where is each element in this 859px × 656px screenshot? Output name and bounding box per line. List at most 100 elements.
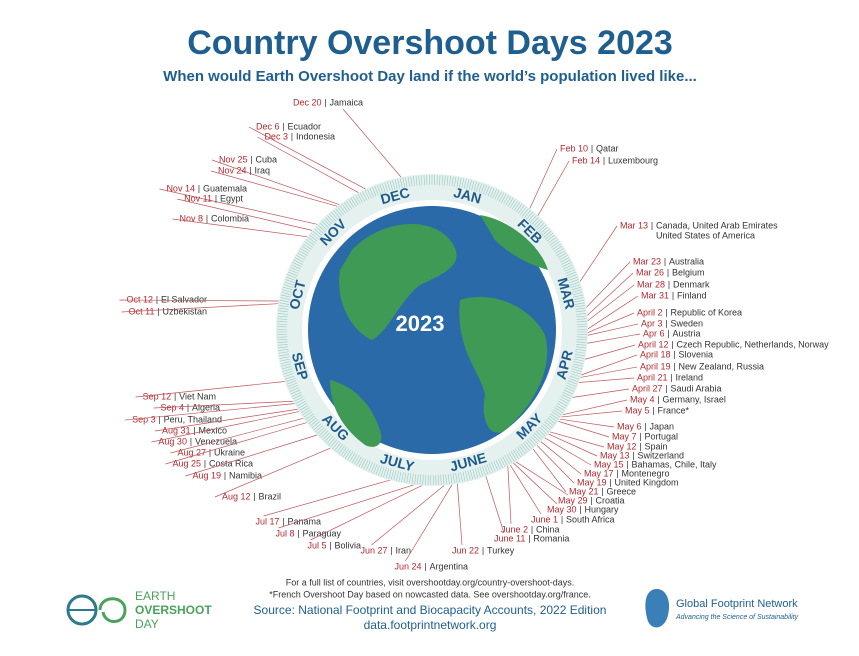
day-tick (540, 425, 549, 433)
day-tick (468, 180, 472, 190)
entry-countries: Brazil (258, 491, 281, 501)
entry: Ukraine Aug 27 (170, 417, 304, 457)
day-tick (376, 184, 381, 195)
entry-countries: Republic of Korea (671, 307, 743, 317)
day-tick (568, 276, 578, 281)
entry: Iraq Nov 24 (210, 165, 338, 207)
leader-line (135, 381, 285, 398)
day-tick (289, 387, 300, 392)
entry: Colombia Nov 8 (172, 213, 308, 238)
day-tick (337, 206, 345, 216)
day-tick (511, 200, 518, 210)
entry-date: May 30 (547, 504, 577, 514)
day-tick (342, 448, 350, 458)
day-tick (277, 344, 288, 346)
day-tick (277, 339, 288, 341)
entry-countries: Bolivia (334, 540, 361, 550)
day-tick (398, 471, 402, 482)
day-tick (293, 394, 303, 400)
day-tick (569, 279, 579, 284)
day-tick (449, 176, 451, 187)
leader-line (172, 218, 308, 238)
day-tick (364, 190, 370, 200)
entry-date: May 21 (569, 486, 599, 496)
day-tick (288, 271, 298, 277)
day-tick (277, 321, 288, 323)
day-tick (558, 400, 568, 407)
entry: Uzbekistan Oct 11 (121, 303, 279, 316)
entry-countries: Argentina (429, 561, 468, 571)
day-tick (347, 451, 354, 461)
entry-date: Dec 6 (256, 121, 280, 131)
day-tick (282, 368, 293, 372)
day-tick (278, 305, 289, 308)
day-tick (487, 186, 493, 197)
day-tick (442, 474, 445, 485)
leader-line (536, 445, 575, 484)
entry-countries: Colombia (211, 213, 249, 223)
day-tick (362, 191, 368, 201)
day-tick (354, 455, 360, 465)
leader-line (457, 483, 463, 546)
day-tick (283, 370, 294, 375)
day-tick (488, 463, 494, 473)
day-tick (471, 180, 475, 191)
day-tick (563, 389, 574, 395)
entry-countries: Turkey (487, 545, 515, 555)
day-tick (410, 176, 413, 187)
entry: Egypt Nov 11 (177, 193, 313, 231)
entry: Namibia Aug 19 (185, 434, 317, 480)
day-tick (373, 464, 378, 474)
day-tick (441, 175, 443, 186)
leader-line (550, 431, 605, 448)
leader-line (587, 284, 635, 322)
entry-countries: Ecuador (287, 121, 321, 131)
day-tick (392, 180, 396, 190)
leader-line (177, 198, 313, 231)
day-tick (361, 458, 367, 469)
day-tick (409, 473, 412, 484)
day-tick (335, 208, 343, 217)
entry-date: Jul 8 (275, 528, 294, 538)
day-tick (528, 437, 536, 446)
entry-date: Oct 11 (129, 306, 155, 316)
day-tick (516, 447, 524, 456)
leader-line (548, 433, 598, 457)
entry-countries: United States of America (656, 230, 755, 240)
day-tick (396, 471, 399, 481)
day-tick (320, 430, 329, 439)
day-tick (403, 472, 407, 483)
day-tick (563, 264, 573, 270)
day-tick (550, 413, 559, 420)
day-tick (491, 462, 496, 472)
leader-line (561, 410, 623, 418)
day-tick (473, 181, 478, 192)
day-tick (498, 192, 505, 202)
entry-countries: Cuba (255, 154, 277, 164)
day-tick (326, 436, 334, 444)
day-tick (564, 266, 574, 272)
day-tick (287, 382, 298, 387)
leader-line (214, 447, 331, 498)
day-tick (504, 455, 510, 465)
entry-countries: Costa Rica (209, 458, 253, 468)
day-tick (558, 254, 568, 261)
day-tick (323, 219, 331, 227)
entry: May 29 Croatia (515, 461, 625, 505)
day-tick (551, 411, 561, 418)
day-tick (294, 257, 304, 263)
day-tick (393, 470, 397, 481)
day-tick (278, 351, 289, 354)
entry-countries: Namibia (229, 470, 262, 480)
day-tick (369, 187, 375, 198)
entry-countries: Belgium (672, 267, 705, 277)
day-tick (327, 215, 335, 224)
entry-date: Aug 12 (222, 491, 251, 501)
entry-date: Mar 23 (633, 256, 661, 266)
logo-text: EARTH (135, 589, 175, 603)
day-tick (285, 378, 296, 382)
day-tick (463, 178, 467, 189)
entry-date: Mar 26 (636, 267, 664, 277)
day-tick (540, 226, 548, 234)
entry-date: April 12 (638, 339, 669, 349)
